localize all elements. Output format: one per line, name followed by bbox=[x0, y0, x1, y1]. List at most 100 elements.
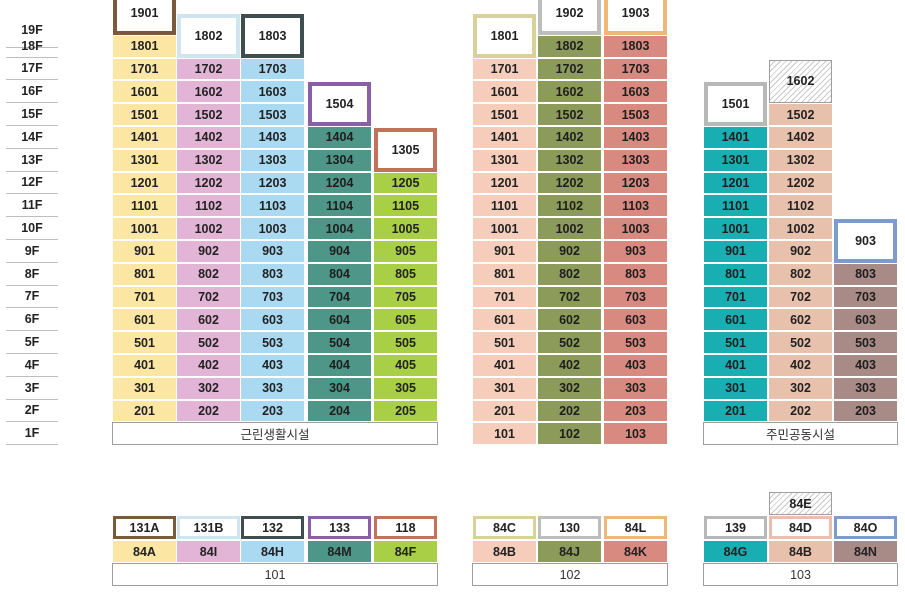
unit-cell: 1105 bbox=[373, 194, 438, 218]
unit-cell: 1101 bbox=[703, 194, 768, 218]
unit-cell: 902 bbox=[768, 240, 833, 263]
unit-cell: 1401 bbox=[703, 126, 768, 149]
unit-type-cell: 84N bbox=[833, 540, 898, 563]
unit-cell: 1502 bbox=[537, 103, 602, 126]
unit-cell: 1003 bbox=[603, 217, 668, 240]
floor-label: 1F bbox=[6, 422, 58, 446]
unit-cell: 303 bbox=[603, 376, 668, 400]
unit-type-cell: 84I bbox=[176, 540, 241, 563]
floor-label: 19F bbox=[6, 12, 58, 49]
unit-cell: 502 bbox=[768, 331, 833, 354]
unit-cell: 801 bbox=[703, 262, 768, 286]
unit-cell: 1303 bbox=[240, 148, 305, 172]
unit-cell: 902 bbox=[537, 240, 602, 263]
unit-cell: 1004 bbox=[307, 217, 372, 240]
unit-cell: 1101 bbox=[472, 194, 537, 218]
unit-cell: 1701 bbox=[472, 57, 537, 81]
floor-label: 18F bbox=[6, 35, 58, 58]
building-base-label: 주민공동시설 bbox=[703, 422, 898, 446]
unit-cell: 1402 bbox=[176, 126, 241, 149]
unit-cell: 1001 bbox=[112, 217, 177, 240]
unit-cell: 405 bbox=[373, 354, 438, 377]
unit-cell: 802 bbox=[768, 262, 833, 286]
unit-cell: 603 bbox=[603, 308, 668, 332]
unit-cell: 1303 bbox=[603, 148, 668, 172]
unit-cell: 801 bbox=[472, 262, 537, 286]
unit-cell: 702 bbox=[176, 285, 241, 309]
unit-cell: 202 bbox=[768, 399, 833, 423]
floor-label: 6F bbox=[6, 308, 58, 332]
type-code-box: 130 bbox=[538, 516, 601, 539]
unit-cell: 303 bbox=[240, 376, 305, 400]
unit-cell: 103 bbox=[603, 422, 668, 446]
top-unit-box: 1802 bbox=[177, 14, 240, 58]
unit-cell: 1002 bbox=[537, 217, 602, 240]
unit-cell: 703 bbox=[603, 285, 668, 309]
unit-cell: 1702 bbox=[537, 57, 602, 81]
type-code-box: 84C bbox=[473, 516, 536, 539]
unit-cell: 1502 bbox=[768, 103, 833, 126]
unit-cell: 903 bbox=[603, 240, 668, 263]
type-code-box: 131A bbox=[113, 516, 176, 539]
floor-label: 15F bbox=[6, 103, 58, 126]
type-code-box: 84D bbox=[769, 516, 832, 539]
unit-cell: 1203 bbox=[603, 171, 668, 195]
unit-cell: 305 bbox=[373, 376, 438, 400]
unit-cell: 1803 bbox=[603, 34, 668, 58]
unit-cell: 801 bbox=[112, 262, 177, 286]
unit-cell: 905 bbox=[373, 240, 438, 263]
unit-cell: 901 bbox=[112, 240, 177, 263]
unit-cell: 704 bbox=[307, 285, 372, 309]
floor-label: 17F bbox=[6, 58, 58, 81]
type-code-box: 133 bbox=[308, 516, 371, 539]
unit-cell: 404 bbox=[307, 354, 372, 377]
unit-cell: 603 bbox=[240, 308, 305, 332]
unit-cell: 1304 bbox=[307, 148, 372, 172]
unit-cell: 303 bbox=[833, 376, 898, 400]
floor-label: 16F bbox=[6, 80, 58, 104]
unit-cell: 1404 bbox=[307, 126, 372, 149]
building-base-label: 근린생활시설 bbox=[112, 422, 438, 446]
top-unit-box: 1504 bbox=[308, 82, 371, 126]
unit-cell: 204 bbox=[307, 399, 372, 423]
unit-cell: 1302 bbox=[176, 148, 241, 172]
unit-type-cell: 84G bbox=[703, 540, 768, 563]
building-number-label: 103 bbox=[703, 563, 898, 586]
unit-type-cell: 84F bbox=[373, 540, 438, 563]
unit-cell: 805 bbox=[373, 262, 438, 286]
unit-cell: 1603 bbox=[240, 80, 305, 104]
unit-cell: 1402 bbox=[537, 126, 602, 149]
unit-cell: 1503 bbox=[603, 103, 668, 126]
unit-cell: 1502 bbox=[176, 103, 241, 126]
floor-label: 4F bbox=[6, 354, 58, 377]
top-unit-box: 1902 bbox=[538, 0, 601, 35]
unit-cell: 401 bbox=[703, 354, 768, 377]
unit-cell: 604 bbox=[307, 308, 372, 332]
type-code-box: 132 bbox=[241, 516, 304, 539]
unit-cell: 602 bbox=[176, 308, 241, 332]
unit-cell: 401 bbox=[112, 354, 177, 377]
unit-cell: 203 bbox=[833, 399, 898, 423]
unit-type-cell: 84K bbox=[603, 540, 668, 563]
floor-label: 5F bbox=[6, 331, 58, 354]
floor-label: 8F bbox=[6, 263, 58, 286]
type-code-box: 131B bbox=[177, 516, 240, 539]
unit-cell: 402 bbox=[176, 354, 241, 377]
top-unit-box: 1801 bbox=[473, 14, 536, 58]
unit-cell: 501 bbox=[472, 331, 537, 354]
unit-cell: 1701 bbox=[112, 57, 177, 81]
unit-cell: 403 bbox=[833, 354, 898, 377]
unit-cell: 1301 bbox=[112, 148, 177, 172]
unit-cell: 804 bbox=[307, 262, 372, 286]
unit-cell: 605 bbox=[373, 308, 438, 332]
unit-cell: 703 bbox=[240, 285, 305, 309]
unit-cell: 1401 bbox=[112, 126, 177, 149]
unit-cell: 1702 bbox=[176, 57, 241, 81]
unit-cell: 802 bbox=[176, 262, 241, 286]
unit-cell: 505 bbox=[373, 331, 438, 354]
unit-cell: 203 bbox=[240, 399, 305, 423]
unit-cell: 1002 bbox=[768, 217, 833, 240]
unit-cell: 1703 bbox=[240, 57, 305, 81]
unit-cell: 1101 bbox=[112, 194, 177, 218]
top-unit-box: 1305 bbox=[374, 128, 437, 172]
